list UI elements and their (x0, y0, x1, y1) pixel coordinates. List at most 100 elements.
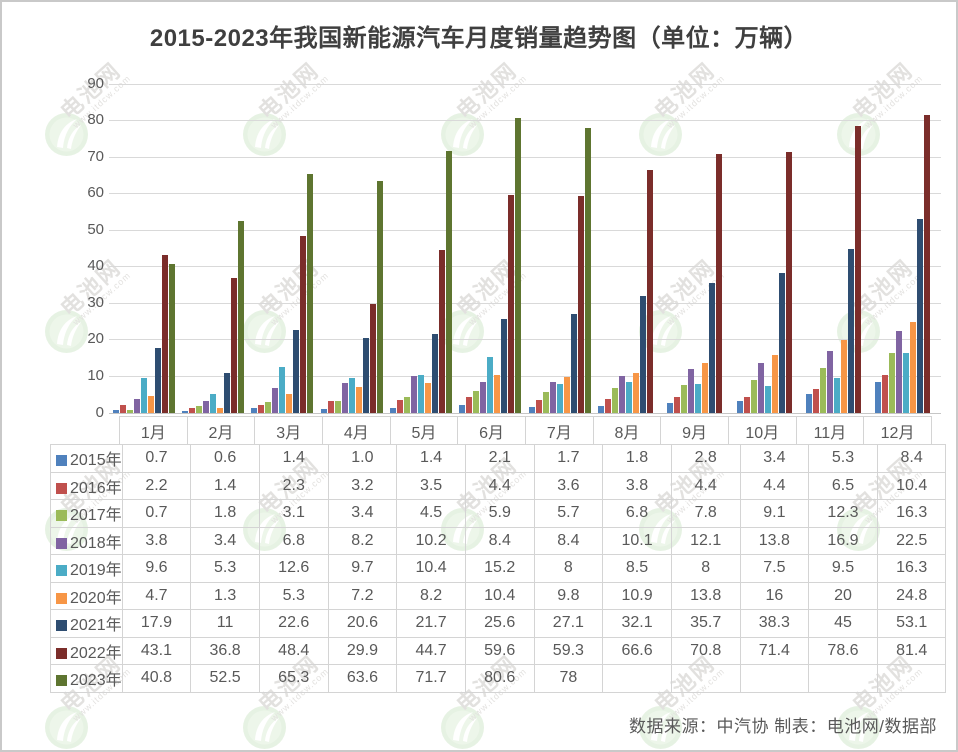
gridline (109, 339, 941, 341)
bar (785, 152, 792, 413)
bar (126, 410, 133, 413)
table-cell: 13.8 (739, 526, 810, 555)
table-cell: 1.8 (190, 499, 260, 528)
bar (632, 373, 639, 413)
table-cell: 8 (670, 554, 741, 583)
legend-swatch (56, 592, 67, 604)
bar (812, 389, 819, 413)
table-cell: 7.8 (670, 499, 741, 528)
table-cell: 24.8 (876, 581, 947, 610)
table-cell: 17.9 (121, 609, 192, 638)
x-axis-label: 2月 (186, 416, 256, 445)
table-cell: 1.8 (602, 444, 672, 473)
bar (757, 362, 764, 413)
table-cell: 63.6 (327, 664, 398, 693)
x-axis-label: 3月 (254, 416, 323, 445)
table-cell: 45 (808, 609, 878, 638)
table-cell: 16.9 (808, 526, 878, 555)
table-cell: 5.3 (258, 581, 329, 610)
table-cell: 29.9 (327, 636, 398, 665)
table-cell: 2.8 (670, 444, 741, 473)
table-cell: 10.9 (602, 581, 672, 610)
legend-swatch (56, 565, 67, 577)
table-cell: 8 (533, 554, 604, 583)
bar (140, 377, 147, 413)
table-cell: 0.6 (190, 444, 260, 473)
y-axis-tick-label: 0 (95, 403, 104, 421)
bar (369, 303, 376, 413)
bar (771, 354, 778, 413)
table-cell: 9.6 (121, 554, 192, 583)
bar (181, 410, 188, 413)
table-cell: 4.4 (670, 471, 741, 500)
bar (577, 196, 584, 413)
table-cell: 59.6 (464, 636, 535, 665)
table-cell: 7.2 (327, 581, 398, 610)
bar (875, 382, 882, 413)
bar (750, 379, 757, 413)
table-cell: 10.2 (396, 526, 466, 555)
y-axis-tick-label: 90 (87, 74, 104, 92)
bar (528, 406, 535, 413)
table-cell: 9.5 (808, 554, 878, 583)
bar (604, 399, 611, 413)
row-label: 2016年 (50, 471, 123, 500)
table-cell: 22.5 (876, 526, 947, 555)
table-cell: 3.5 (396, 471, 466, 500)
y-axis-tick-label: 80 (87, 111, 104, 129)
bar (133, 399, 140, 413)
bar (459, 405, 466, 413)
table-cell: 43.1 (121, 636, 192, 665)
x-axis-label: 9月 (660, 416, 729, 445)
month-group (872, 84, 941, 413)
bar (597, 406, 604, 413)
table-cell: 5.3 (808, 444, 878, 473)
table-cell: 20.6 (327, 609, 398, 638)
brand-logo-icon (242, 705, 286, 749)
bar (570, 313, 577, 413)
table-cell: 32.1 (602, 609, 672, 638)
bar (293, 330, 300, 413)
bar (764, 385, 771, 413)
table-cell: 16.3 (876, 554, 947, 583)
table-cell: 8.4 (876, 444, 947, 473)
table-cell (602, 664, 672, 693)
chart-title: 2015-2023年我国新能源汽车月度销量趋势图（单位：万辆） (149, 25, 809, 52)
table-cell: 13.8 (670, 581, 741, 610)
bar (112, 410, 119, 413)
table-cell: 1.0 (327, 444, 398, 473)
month-group (178, 84, 247, 413)
bar (501, 319, 508, 413)
table-cell (876, 664, 947, 693)
table-cell: 16 (739, 581, 810, 610)
bar (279, 366, 286, 413)
table-cell: 4.5 (396, 499, 466, 528)
legend-swatch (56, 537, 67, 549)
bar (688, 368, 695, 413)
table-cell (808, 664, 878, 693)
table-cell: 3.2 (327, 471, 398, 500)
bar (251, 407, 258, 413)
bar (466, 396, 473, 413)
y-axis-tick-label: 40 (87, 257, 104, 275)
table-cell: 1.4 (258, 444, 329, 473)
table-cell: 10.1 (602, 526, 672, 555)
table-cell: 40.8 (121, 664, 192, 693)
bar (258, 404, 265, 413)
bar-groups (109, 84, 941, 413)
bar (924, 115, 931, 413)
table-cell: 70.8 (670, 636, 741, 665)
table-cell: 6.8 (258, 526, 329, 555)
month-group (317, 84, 386, 413)
bar (618, 376, 625, 413)
bar (362, 337, 369, 413)
bar (209, 393, 216, 413)
bar (702, 362, 709, 413)
month-group (802, 84, 871, 413)
table-cell: 65.3 (258, 664, 329, 693)
bar (389, 407, 396, 413)
table-cell: 16.3 (876, 499, 947, 528)
table-cell: 80.6 (464, 664, 535, 693)
bar (854, 125, 861, 413)
